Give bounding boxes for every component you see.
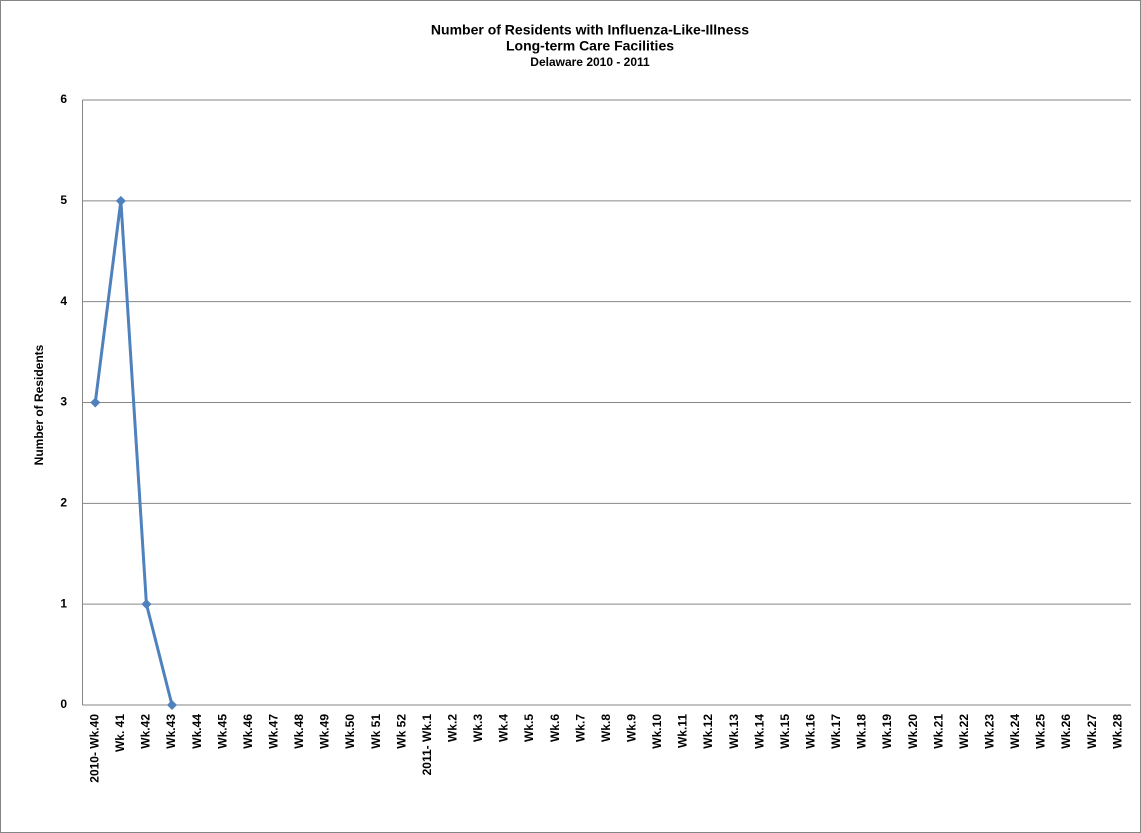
x-tick-label: Wk.21 xyxy=(931,714,945,749)
data-marker xyxy=(141,599,152,610)
data-marker xyxy=(167,700,178,710)
x-tick-label: Wk.10 xyxy=(650,714,664,749)
x-tick-label: Wk.25 xyxy=(1034,714,1048,749)
x-tick-label: Wk.19 xyxy=(880,714,894,749)
data-line xyxy=(93,200,174,706)
x-tick-label: Wk.48 xyxy=(292,714,306,749)
x-tick-label: Wk.2 xyxy=(445,714,459,742)
x-tick-label: Wk.26 xyxy=(1059,714,1073,749)
x-tick-label: Wk.16 xyxy=(804,714,818,749)
x-tick-label: Wk.23 xyxy=(983,714,997,749)
x-tick-label: Wk.28 xyxy=(1110,714,1124,749)
x-tick-label: Wk.44 xyxy=(190,714,204,749)
x-tick-label: Wk 51 xyxy=(369,714,383,749)
chart-subtitle: Delaware 2010 - 2011 xyxy=(530,55,650,69)
x-tick-label: 2011- Wk.1 xyxy=(420,714,434,776)
x-tick-label: Wk.24 xyxy=(1008,714,1022,749)
x-tick-label: 2010- Wk.40 xyxy=(87,714,101,783)
x-tick-label: Wk.43 xyxy=(164,714,178,749)
x-tick-label: Wk.42 xyxy=(139,714,153,749)
x-tick-label: Wk.45 xyxy=(215,714,229,749)
x-tick-label: Wk.8 xyxy=(599,714,613,742)
x-tick-label: Wk.46 xyxy=(241,714,255,749)
chart-subtitle: Long-term Care Facilities xyxy=(506,38,674,54)
x-tick-label: Wk.47 xyxy=(266,714,280,749)
y-tick-label: 0 xyxy=(60,697,67,711)
x-tick-label: Wk.18 xyxy=(855,714,869,749)
x-tick-label: Wk.7 xyxy=(573,714,587,742)
x-tick-label: Wk.5 xyxy=(522,714,536,742)
chart-title: Number of Residents with Influenza-Like-… xyxy=(431,22,749,38)
y-tick-label: 2 xyxy=(60,496,67,510)
x-tick-label: Wk.50 xyxy=(343,714,357,749)
x-tick-label: Wk 52 xyxy=(394,714,408,749)
y-tick-label: 6 xyxy=(60,92,67,106)
x-tick-label: Wk. 41 xyxy=(113,714,127,752)
y-axis-label: Number of Residents xyxy=(32,344,46,465)
data-marker xyxy=(90,397,101,408)
y-tick-label: 1 xyxy=(60,596,67,610)
y-tick-label: 3 xyxy=(60,395,67,409)
x-tick-label: Wk.4 xyxy=(497,714,511,742)
x-tick-label: Wk.27 xyxy=(1085,714,1099,749)
x-tick-label: Wk.49 xyxy=(318,714,332,749)
x-tick-label: Wk.22 xyxy=(957,714,971,749)
y-tick-label: 5 xyxy=(60,193,67,207)
x-tick-label: Wk.11 xyxy=(676,714,690,748)
x-tick-label: Wk.3 xyxy=(471,714,485,742)
x-tick-label: Wk.20 xyxy=(906,714,920,749)
x-tick-label: Wk.9 xyxy=(624,714,638,742)
x-tick-label: Wk.13 xyxy=(727,714,741,749)
x-tick-label: Wk.14 xyxy=(752,714,766,749)
data-marker xyxy=(115,195,126,206)
x-tick-label: Wk.17 xyxy=(829,714,843,749)
y-tick-label: 4 xyxy=(60,294,67,308)
x-tick-label: Wk.6 xyxy=(548,714,562,742)
x-tick-label: Wk.15 xyxy=(778,714,792,749)
x-tick-label: Wk.12 xyxy=(701,714,715,749)
